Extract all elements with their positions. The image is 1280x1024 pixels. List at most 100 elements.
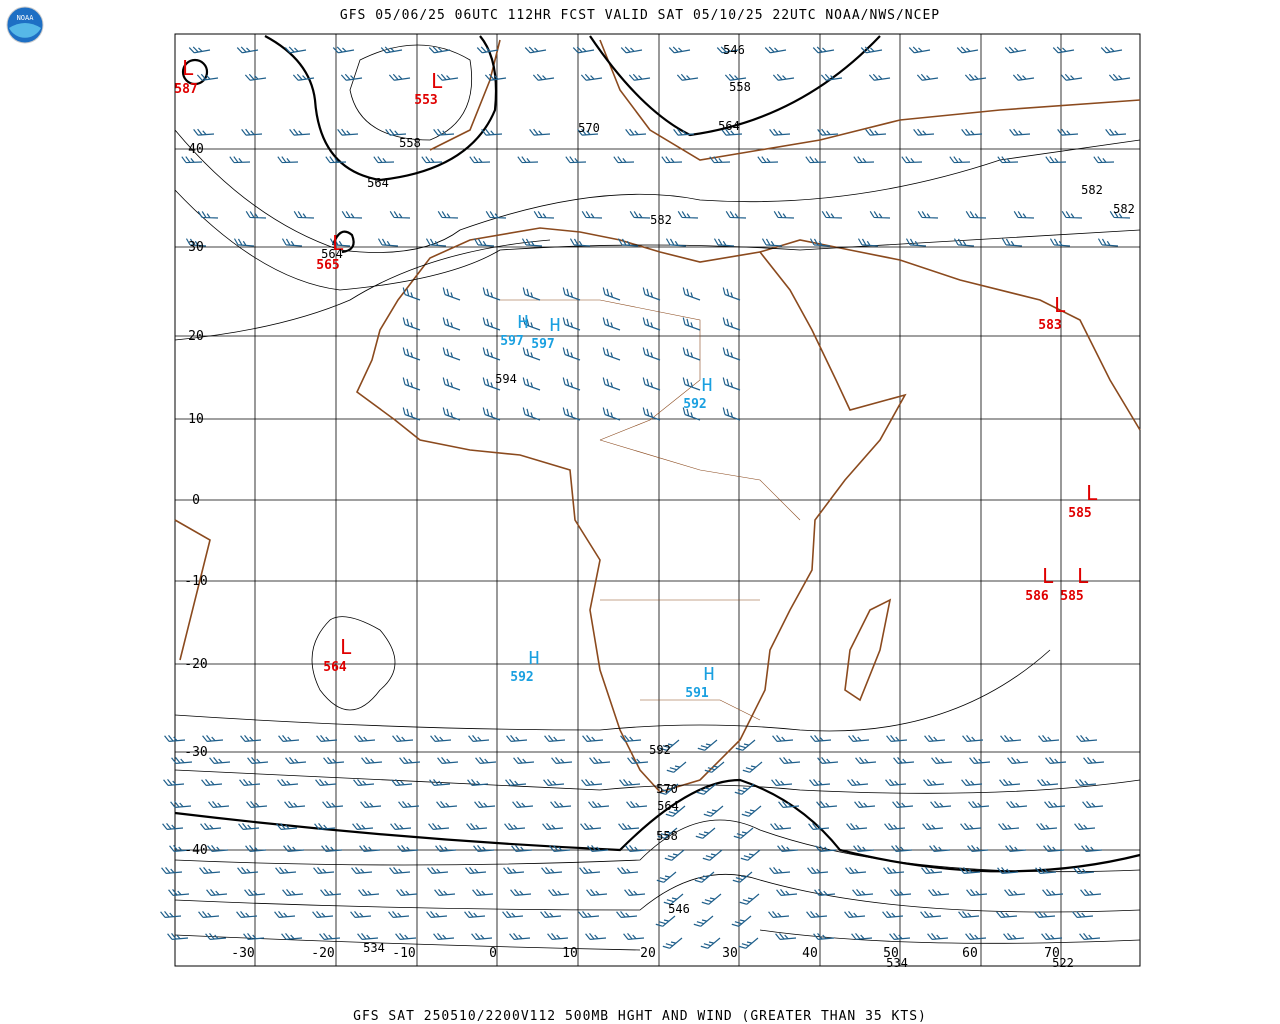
barb-staff xyxy=(512,801,534,808)
wind-barb xyxy=(816,801,838,808)
wind-barb xyxy=(642,347,661,361)
wind-barb xyxy=(585,933,607,940)
wind-barb xyxy=(277,156,299,164)
wind-barb xyxy=(815,845,837,852)
wind-barb xyxy=(391,779,413,786)
barb-staff xyxy=(1000,735,1022,742)
barb-staff xyxy=(247,757,269,764)
contour-label: 564 xyxy=(367,176,389,190)
low-value: 564 xyxy=(323,660,347,675)
wind-barb xyxy=(676,73,699,81)
barb-staff xyxy=(725,210,747,219)
barb-staff xyxy=(562,347,581,361)
wind-barb xyxy=(332,46,355,54)
wind-barb xyxy=(883,867,905,874)
wind-barb xyxy=(761,238,783,247)
wind-barb xyxy=(198,911,220,918)
wind-barb xyxy=(738,937,759,949)
barb-staff xyxy=(865,128,887,136)
wind-barb xyxy=(521,238,543,247)
barb-staff xyxy=(199,867,221,874)
wind-barb xyxy=(891,845,913,852)
wind-barb xyxy=(239,779,261,786)
barb-staff xyxy=(769,128,791,136)
wind-barb xyxy=(562,347,581,361)
wind-barb xyxy=(201,779,223,786)
barb-staff xyxy=(848,735,870,742)
barb-staff xyxy=(716,46,739,54)
barb-staff xyxy=(549,845,571,852)
wind-barb xyxy=(582,735,604,742)
wind-barb xyxy=(543,779,565,786)
barb-staff xyxy=(238,823,260,830)
barb-staff xyxy=(739,893,760,905)
barb-staff xyxy=(656,871,677,883)
barb-staff xyxy=(884,823,906,830)
wind-barb xyxy=(522,287,541,301)
barb-staff xyxy=(770,823,792,830)
barb-staff xyxy=(473,845,495,852)
barb-staff xyxy=(522,347,541,361)
wind-barb xyxy=(694,871,715,883)
wind-barb xyxy=(505,779,527,786)
barb-staff xyxy=(579,867,601,874)
barb-staff xyxy=(1052,46,1075,54)
wind-barb xyxy=(436,801,458,808)
barb-staff xyxy=(700,937,721,949)
wind-barb xyxy=(845,867,867,874)
barb-staff xyxy=(208,801,230,808)
wind-barb xyxy=(320,889,342,896)
wind-barb xyxy=(511,845,533,852)
wind-barb xyxy=(628,73,651,81)
wind-barb xyxy=(170,801,192,808)
barb-staff xyxy=(193,128,215,136)
wind-barb xyxy=(616,911,638,918)
low-symbol: L xyxy=(340,635,352,659)
wind-barb xyxy=(773,210,795,219)
wind-barb xyxy=(820,73,843,81)
wind-barb xyxy=(860,46,883,54)
barb-staff xyxy=(764,46,787,54)
barb-staff xyxy=(740,849,761,861)
barb-staff xyxy=(402,287,421,301)
low-value: 553 xyxy=(414,93,437,108)
wind-barb xyxy=(562,287,581,301)
barb-staff xyxy=(959,867,981,874)
wind-barb xyxy=(1036,823,1058,830)
lon-label: 60 xyxy=(962,946,978,961)
wind-barb xyxy=(433,128,455,136)
barb-staff xyxy=(442,287,461,301)
barb-staff xyxy=(171,757,193,764)
wind-barb xyxy=(512,801,534,808)
high-value: 592 xyxy=(510,670,533,685)
barb-staff xyxy=(468,735,490,742)
barb-staff xyxy=(421,156,443,164)
barb-staff xyxy=(285,757,307,764)
barb-staff xyxy=(851,933,873,940)
wind-barb xyxy=(852,889,874,896)
barb-staff xyxy=(628,73,651,81)
barb-staff xyxy=(1073,867,1095,874)
barb-staff xyxy=(1042,889,1064,896)
wind-barb xyxy=(722,287,741,301)
barb-staff xyxy=(806,911,828,918)
barb-staff xyxy=(160,911,182,918)
wind-barb xyxy=(587,845,609,852)
wind-barb xyxy=(473,845,495,852)
barb-staff xyxy=(962,735,984,742)
low-symbol: L xyxy=(1077,564,1089,588)
wind-barb xyxy=(696,783,717,795)
wind-barb xyxy=(236,46,259,54)
lon-label: -30 xyxy=(231,946,254,961)
wind-barb xyxy=(1004,46,1027,54)
wind-barb xyxy=(388,911,410,918)
wind-barb xyxy=(540,911,562,918)
barb-staff xyxy=(890,889,912,896)
barb-staff xyxy=(237,867,259,874)
wind-barb xyxy=(1005,845,1027,852)
wind-barb xyxy=(960,823,982,830)
barb-staff xyxy=(847,779,869,786)
wind-barb xyxy=(812,46,835,54)
wind-barb xyxy=(562,377,581,391)
wind-barb xyxy=(442,407,461,421)
